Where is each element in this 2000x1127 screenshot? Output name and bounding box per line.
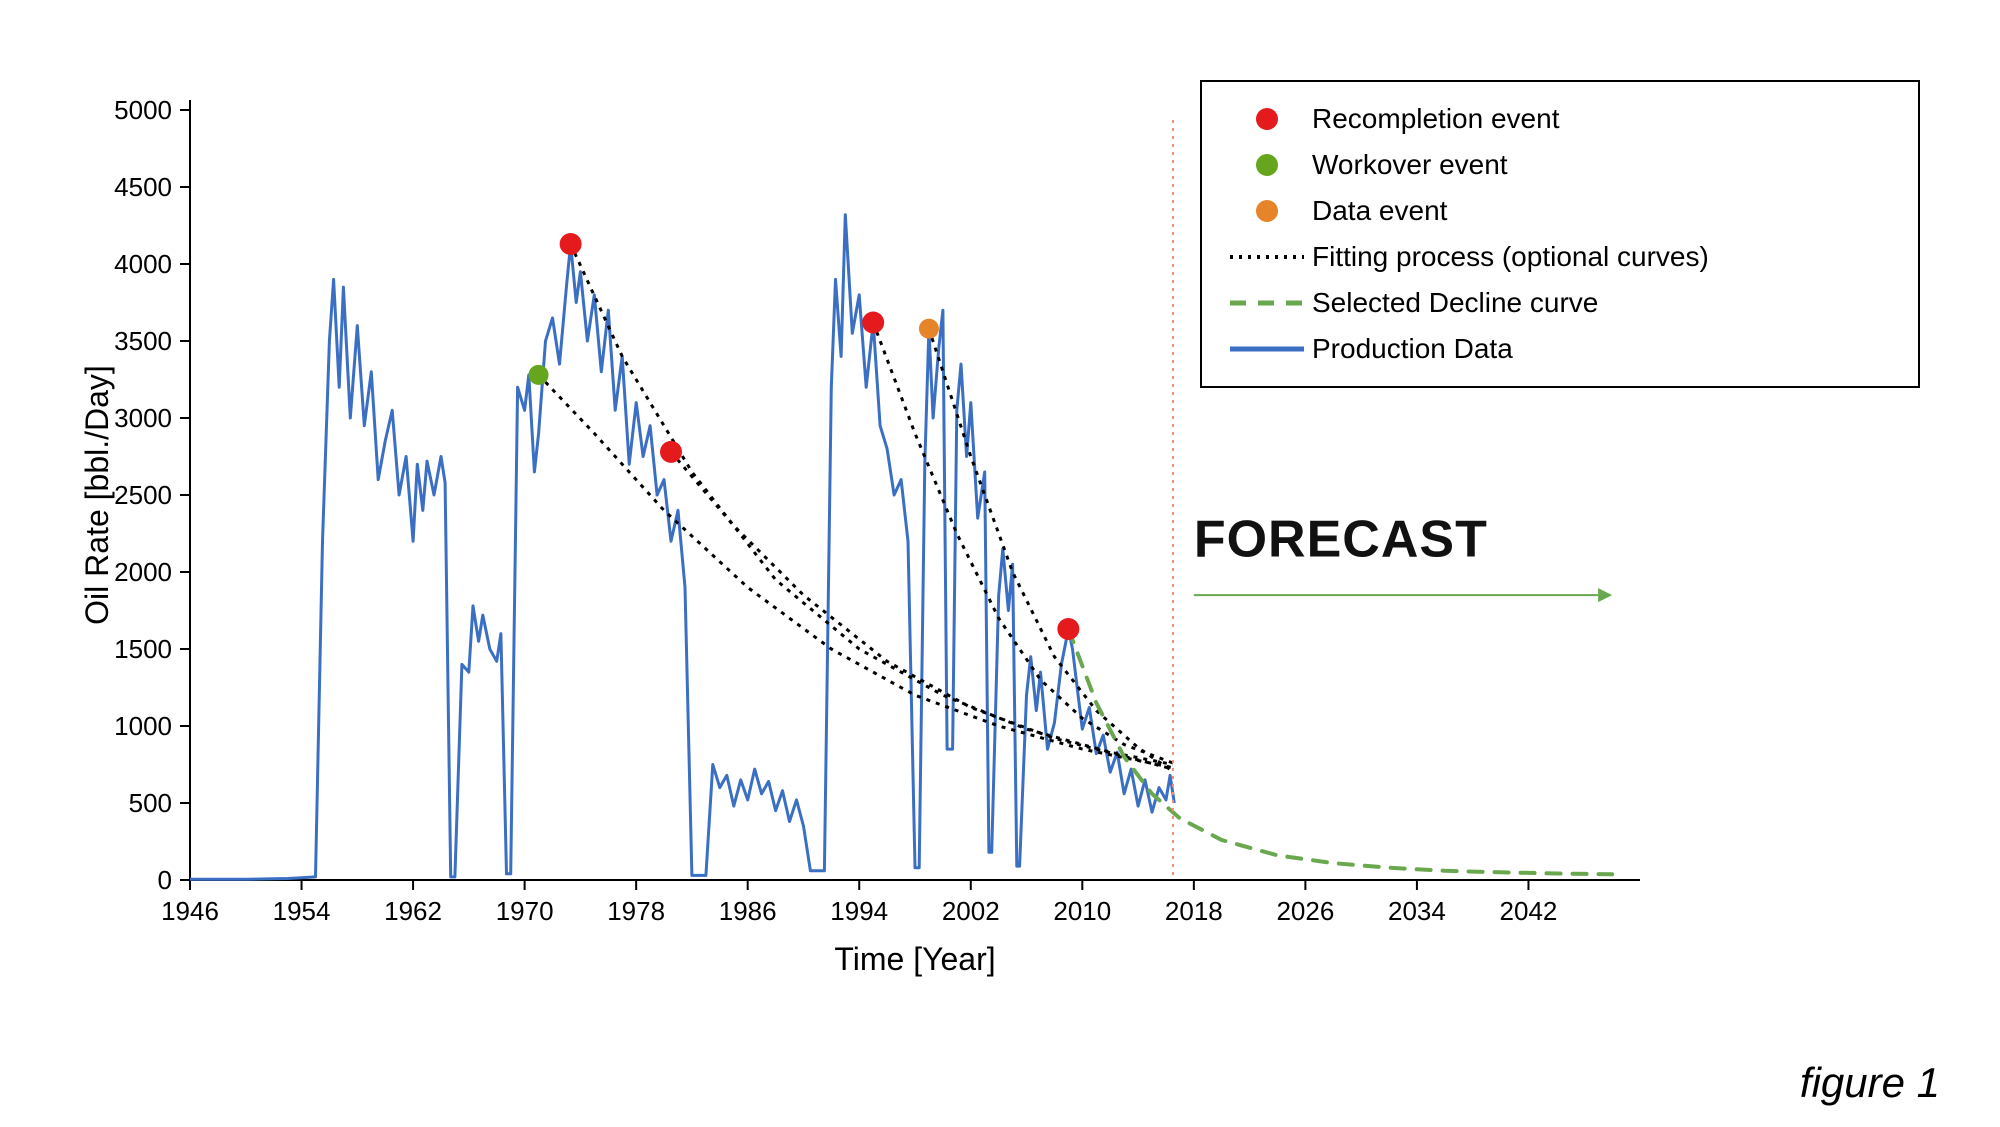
legend: Recompletion event Workover event Data eve… xyxy=(1200,80,1920,388)
legend-swatch xyxy=(1222,242,1312,272)
x-tick-label: 1962 xyxy=(384,896,442,926)
y-tick-label: 1000 xyxy=(114,711,172,741)
x-tick-label: 1970 xyxy=(496,896,554,926)
legend-item: Workover event xyxy=(1222,142,1898,188)
legend-label: Selected Decline curve xyxy=(1312,287,1898,319)
x-tick-label: 1986 xyxy=(719,896,777,926)
figure-caption: figure 1 xyxy=(1800,1059,1940,1107)
legend-label: Production Data xyxy=(1312,333,1898,365)
recompletion-event-marker xyxy=(1057,618,1079,640)
x-tick-label: 1954 xyxy=(273,896,331,926)
forecast-label: FORECAST xyxy=(1194,511,1488,569)
production-data-line xyxy=(190,215,1174,880)
workover-event-marker xyxy=(529,365,549,385)
y-axis-title: Oil Rate [bbl./Day] xyxy=(80,365,115,625)
legend-swatch xyxy=(1222,288,1312,318)
y-tick-label: 500 xyxy=(129,788,172,818)
x-tick-label: 2018 xyxy=(1165,896,1223,926)
x-tick-label: 1946 xyxy=(161,896,219,926)
legend-label: Recompletion event xyxy=(1312,103,1898,135)
x-tick-label: 2034 xyxy=(1388,896,1446,926)
y-tick-label: 1500 xyxy=(114,634,172,664)
y-tick-label: 4500 xyxy=(114,172,172,202)
y-tick-label: 3000 xyxy=(114,403,172,433)
x-tick-label: 2010 xyxy=(1053,896,1111,926)
legend-item: Recompletion event xyxy=(1222,96,1898,142)
x-tick-label: 1978 xyxy=(607,896,665,926)
legend-swatch xyxy=(1222,150,1312,180)
recompletion-event-marker xyxy=(560,233,582,255)
legend-label: Fitting process (optional curves) xyxy=(1312,241,1898,273)
legend-swatch xyxy=(1222,104,1312,134)
x-tick-label: 2042 xyxy=(1500,896,1558,926)
legend-swatch xyxy=(1222,334,1312,364)
x-tick-label: 2026 xyxy=(1276,896,1334,926)
y-tick-label: 5000 xyxy=(114,95,172,125)
legend-label: Workover event xyxy=(1312,149,1898,181)
data-event-marker xyxy=(919,319,939,339)
x-axis-title: Time [Year] xyxy=(834,941,995,977)
legend-item: Production Data xyxy=(1222,326,1898,372)
recompletion-event-marker xyxy=(660,441,682,463)
y-tick-label: 2500 xyxy=(114,480,172,510)
x-tick-label: 2002 xyxy=(942,896,1000,926)
y-tick-label: 4000 xyxy=(114,249,172,279)
legend-item: Selected Decline curve xyxy=(1222,280,1898,326)
legend-item: Fitting process (optional curves) xyxy=(1222,234,1898,280)
selected-decline-curve xyxy=(1068,629,1612,874)
recompletion-event-marker xyxy=(862,312,884,334)
y-tick-label: 3500 xyxy=(114,326,172,356)
forecast-arrow-head xyxy=(1598,588,1612,602)
legend-label: Data event xyxy=(1312,195,1898,227)
x-tick-label: 1994 xyxy=(830,896,888,926)
y-tick-label: 2000 xyxy=(114,557,172,587)
legend-item: Data event xyxy=(1222,188,1898,234)
legend-swatch xyxy=(1222,196,1312,226)
y-tick-label: 0 xyxy=(158,865,172,895)
